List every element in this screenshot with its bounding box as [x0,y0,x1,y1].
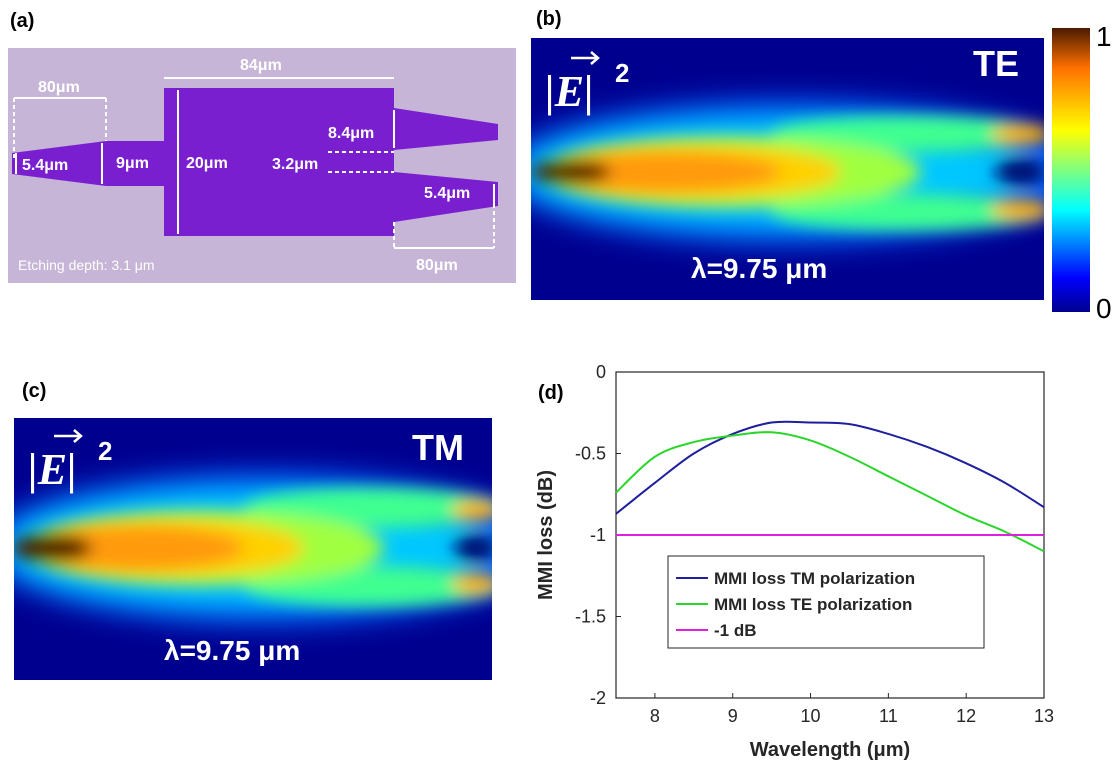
panel-a-label: (a) [10,10,35,32]
legend-box [667,555,985,649]
input-stub [106,141,164,186]
colorbar-min-label: 0 [1096,293,1112,320]
y-tick-label: -2 [590,688,606,708]
series-line-0 [615,420,1045,515]
y-tick-label: -1 [590,525,606,545]
dim-mmi-width-label: 20μm [186,155,228,172]
y-tick-label: -1.5 [575,607,606,627]
dim-output-length-label: 80μm [416,257,458,274]
etching-depth-label: Etching depth: 3.1 μm [18,257,154,273]
legend-entry: -1 dB [714,621,757,640]
panel-d-label: (d) [538,382,564,404]
x-tick-label: 11 [879,706,898,726]
x-tick-label: 9 [728,706,738,726]
legend-entry: MMI loss TM polarization [714,569,915,588]
y-tick-label: 0 [596,362,606,382]
colorbar-max-label: 1 [1096,21,1112,52]
x-tick-label: 13 [1034,706,1054,726]
colorbar-gradient [1052,28,1090,312]
colorbar: 1 0 [1052,21,1112,320]
legend: MMI loss TM polarization MMI loss TE pola… [667,555,985,649]
mmi-loss-chart: 8 9 10 11 12 13 0 -0.5 -1 -1.5 -2 MMI loss (dB) Wa… [535,362,1054,761]
mmi-body [164,88,394,236]
tm-field-map: |E| 2 TM λ=9.75 μm [14,418,492,680]
panel-c-label: (c) [22,380,47,402]
te-field-map: |E| 2 TE λ=9.75 μm [531,38,1044,300]
te-field-exponent: 2 [615,58,629,88]
panel-b-label: (b) [536,8,562,30]
dim-input-width-label: 5.4μm [22,157,68,174]
series-line-1 [615,431,1045,553]
y-tick-label: -0.5 [575,444,606,464]
tm-field-label: |E| [28,445,77,494]
y-axis-label: MMI loss (dB) [535,470,557,600]
te-vector-arrowhead [590,51,600,65]
dim-mmi-length-label: 84μm [240,57,282,74]
x-axis-label: Wavelength (μm) [750,739,910,761]
dim-output-sep-label: 8.4μm [328,125,374,142]
dim-taper-width-label: 9μm [116,155,149,172]
te-polarization-label: TE [973,43,1019,84]
te-field-label: |E| [545,67,594,116]
dim-gap-label: 3.2μm [272,156,318,173]
x-tick-label: 12 [956,706,976,726]
tm-field-exponent: 2 [98,436,112,466]
output-taper-bottom [394,172,498,222]
tm-wavelength-label: λ=9.75 μm [164,635,300,666]
te-wavelength-label: λ=9.75 μm [691,253,827,284]
dim-input-length-label: 80μm [38,79,80,96]
tm-vector-arrowhead [73,429,83,443]
x-tick-label: 8 [650,706,660,726]
output-taper-top [394,108,498,150]
input-taper [12,141,106,186]
legend-entry: MMI loss TE polarization [714,595,912,614]
dim-output-width-label: 5.4μm [424,185,470,202]
mmi-schematic: 80μm 84μm 5.4μm 9μm 20μm 8.4μm 3.2μm 5.4… [8,48,516,283]
x-tick-label: 10 [801,706,821,726]
tm-polarization-label: TM [412,427,464,468]
